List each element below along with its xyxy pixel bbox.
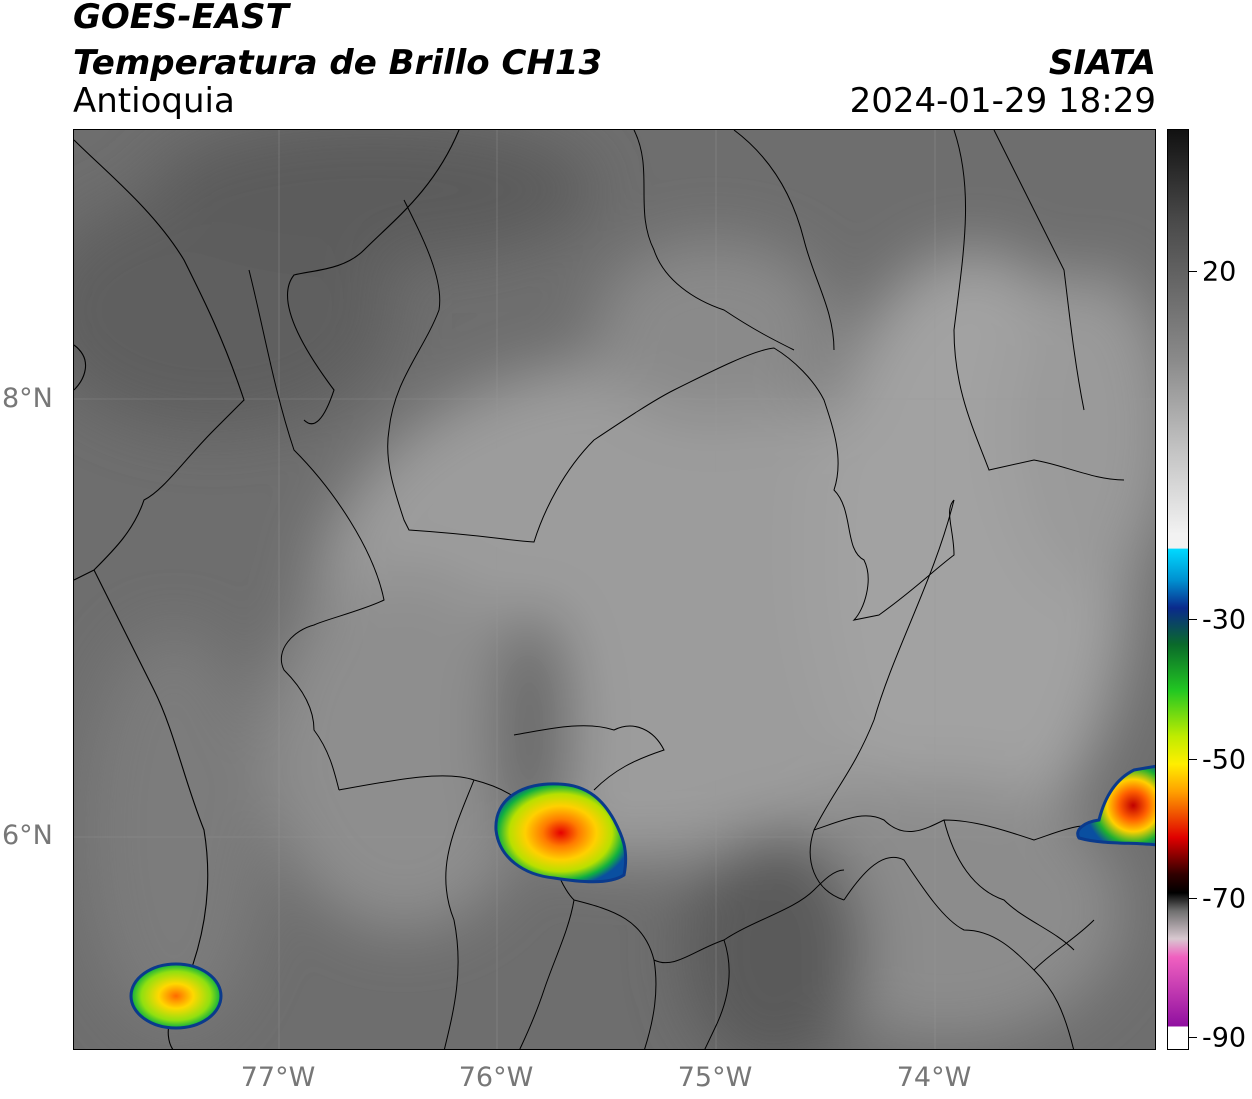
convective-cloud-southwest [129, 962, 223, 1030]
colorbar-tick [1189, 1037, 1197, 1038]
colorbar-tick [1189, 898, 1197, 899]
convective-cloud-east [1076, 764, 1155, 847]
lat-label-6n: 6°N [2, 820, 53, 851]
colorbar-tick [1189, 271, 1197, 272]
colorbar-label-minus30: -30 [1202, 604, 1247, 636]
lon-label-77w: 77°W [240, 1062, 316, 1093]
colorbar [1167, 129, 1189, 1050]
colorbar-label-minus90: -90 [1202, 1022, 1247, 1054]
map-panel[interactable] [73, 129, 1156, 1050]
satellite-title: GOES-EAST [73, 0, 289, 37]
convective-cloud-center [494, 782, 628, 884]
colorbar-label-minus70: -70 [1202, 883, 1247, 915]
lon-label-76w: 76°W [458, 1062, 534, 1093]
colorbar-tick [1189, 619, 1197, 620]
lat-label-8n: 8°N [2, 383, 53, 414]
colorbar-label-minus50: -50 [1202, 744, 1247, 776]
datetime-label: 2024-01-29 18:29 [849, 81, 1156, 121]
product-title: Temperatura de Brillo CH13 [73, 43, 603, 83]
colorbar-tick [1189, 759, 1197, 760]
satellite-image [74, 130, 1155, 1049]
region-label: Antioquia [73, 81, 235, 121]
admin-borders [248, 130, 1125, 1049]
lon-label-75w: 75°W [677, 1062, 753, 1093]
lon-label-74w: 74°W [896, 1062, 972, 1093]
colorbar-label-20: 20 [1202, 256, 1237, 288]
organization-label: SIATA [1048, 43, 1156, 83]
